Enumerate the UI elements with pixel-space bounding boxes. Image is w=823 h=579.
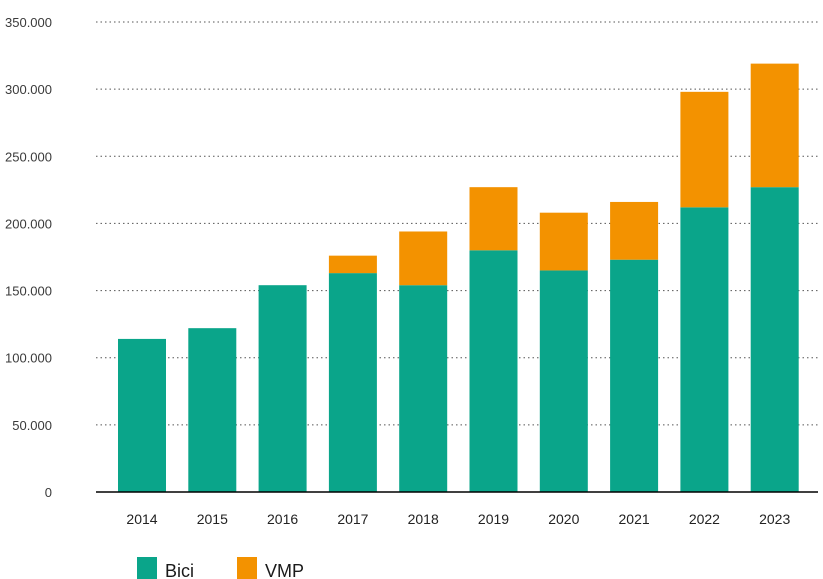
x-tick-label: 2021: [619, 511, 650, 527]
y-tick-label: 0: [45, 485, 52, 500]
bar-vmp-2023: [750, 63, 799, 188]
bar-bici-2017: [328, 273, 377, 492]
y-axis-tick-labels: 0 50.000 100.000 150.000 200.000 250.000 300.0…: [5, 15, 52, 500]
x-tick-label: 2017: [337, 511, 368, 527]
x-tick-label: 2020: [548, 511, 579, 527]
legend-swatch-vmp: [237, 557, 257, 579]
x-tick-label: 2014: [126, 511, 157, 527]
y-tick-label: 200.000: [5, 216, 52, 231]
legend-swatch-bici: [137, 557, 157, 579]
legend-label-vmp: VMP: [265, 561, 304, 579]
x-tick-label: 2015: [197, 511, 228, 527]
bar-vmp-2022: [680, 91, 729, 208]
bar-vmp-2020: [539, 212, 588, 271]
legend: Bici VMP: [137, 557, 304, 579]
y-tick-label: 250.000: [5, 149, 52, 164]
grid-layer: [96, 21, 818, 426]
bar-vmp-2019: [469, 187, 518, 251]
bar-bici-2019: [469, 250, 518, 492]
y-tick-label: 100.000: [5, 351, 52, 366]
y-tick-label: 150.000: [5, 284, 52, 299]
legend-label-bici: Bici: [165, 561, 194, 579]
bar-bici-2023: [750, 187, 799, 492]
bar-vmp-2018: [399, 231, 448, 286]
x-tick-label: 2023: [759, 511, 790, 527]
y-tick-label: 350.000: [5, 15, 52, 30]
x-tick-label: 2022: [689, 511, 720, 527]
bar-vmp-2017: [328, 255, 377, 274]
bar-bici-2018: [399, 285, 448, 492]
x-tick-label: 2016: [267, 511, 298, 527]
bar-bici-2020: [539, 270, 588, 492]
y-tick-label: 300.000: [5, 82, 52, 97]
x-tick-label: 2018: [408, 511, 439, 527]
bar-bici-2015: [188, 328, 237, 492]
bar-vmp-2021: [610, 201, 659, 260]
bar-bici-2016: [258, 285, 307, 492]
y-tick-label: 50.000: [12, 418, 52, 433]
bar-layer: [118, 63, 799, 493]
bar-bici-2014: [118, 338, 166, 492]
bar-bici-2021: [610, 259, 659, 492]
bar-bici-2022: [680, 207, 729, 493]
x-axis-tick-labels: 2014 2015 2016 2017 2018 2019 2020 2021 2022 2023: [126, 511, 790, 527]
x-tick-label: 2019: [478, 511, 509, 527]
